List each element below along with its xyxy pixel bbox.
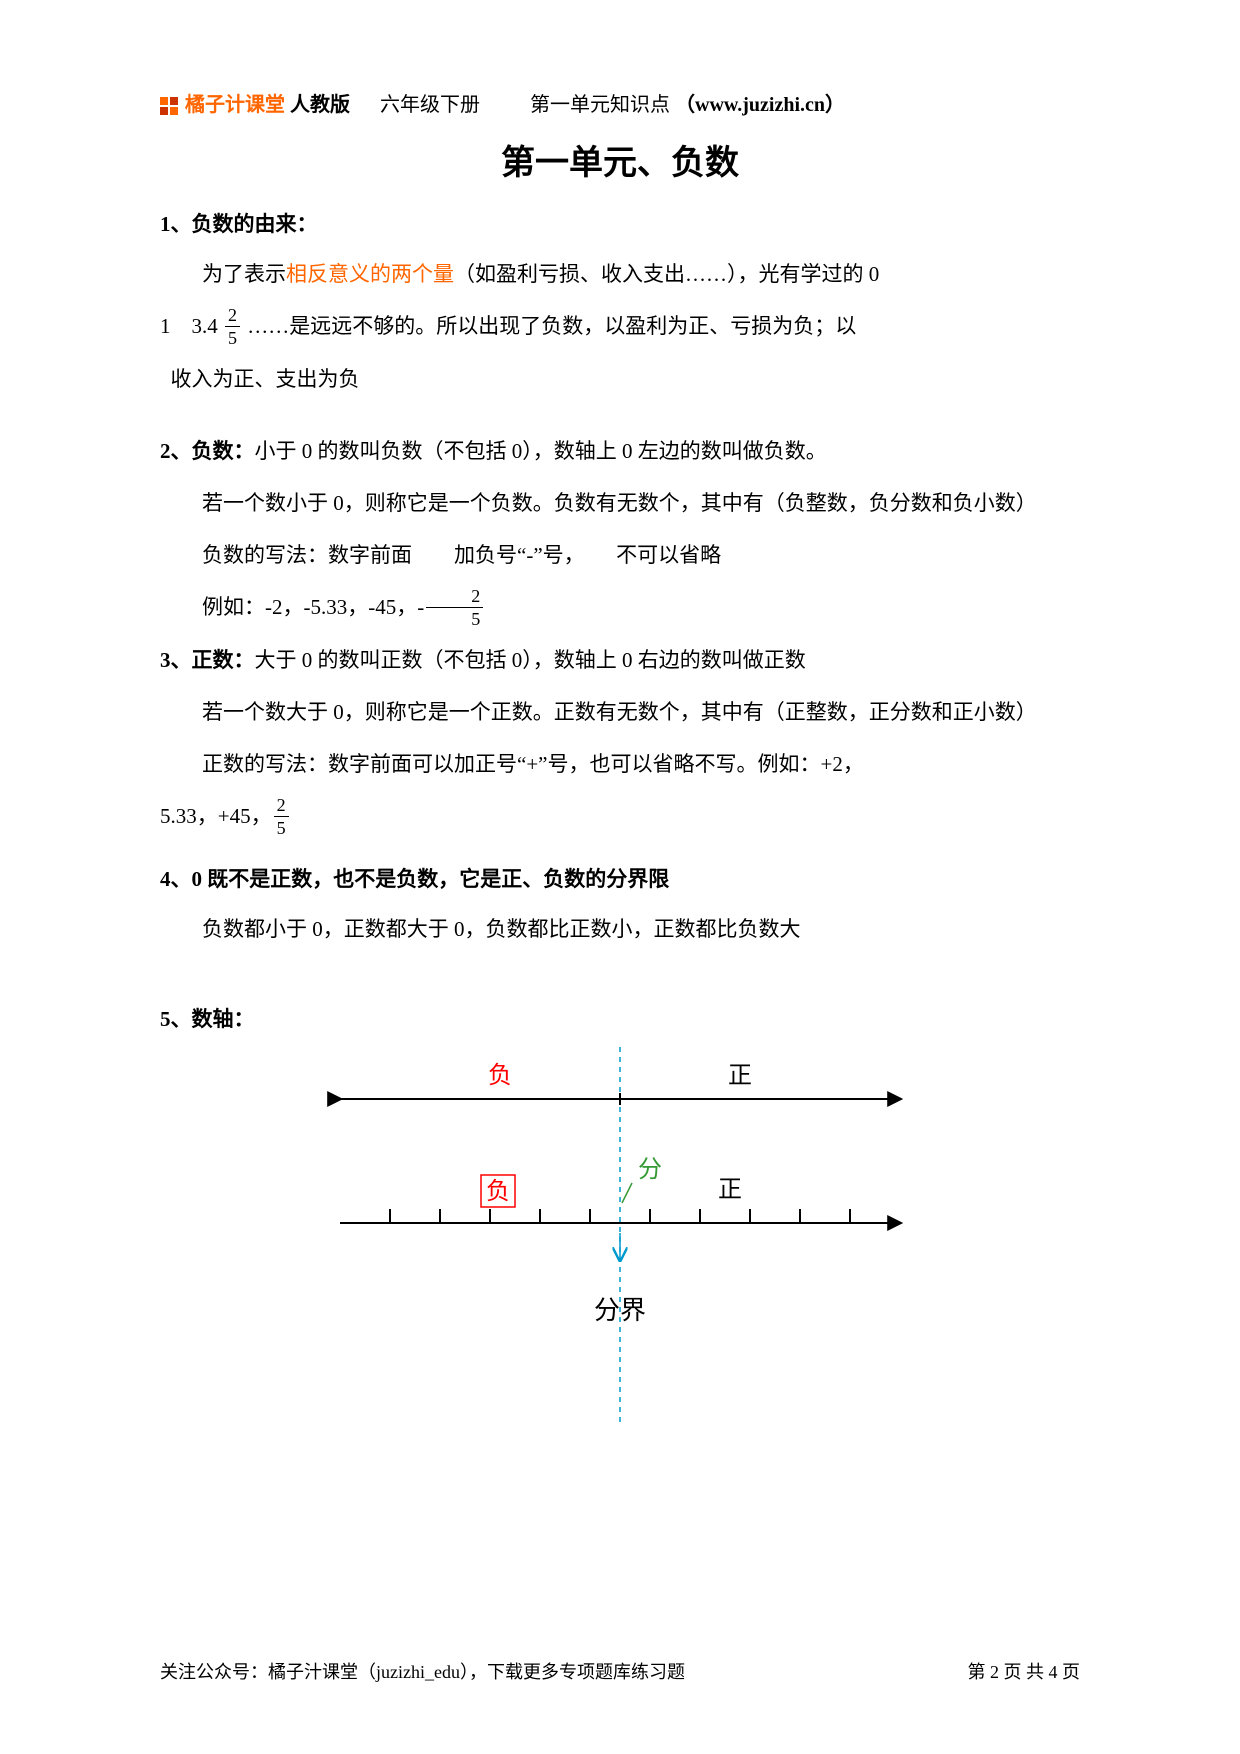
- page-title: 第一单元、负数: [160, 135, 1080, 184]
- section-2-p2: 负数的写法：数字前面 加负号“-”号， 不可以省略: [160, 533, 1080, 577]
- s1-p1-highlight: 相反意义的两个量: [286, 262, 454, 286]
- section-4-head: 4、0 既不是正数，也不是负数，它是正、负数的分界限: [160, 863, 1080, 893]
- section-2-p1: 若一个数小于 0，则称它是一个负数。负数有无数个，其中有（负整数，负分数和负小数…: [160, 481, 1080, 525]
- section-1-p3: 收入为正、支出为负: [160, 357, 1080, 401]
- section-3-head: 3、正数：: [160, 648, 255, 672]
- section-5-head: 5、数轴：: [160, 1003, 1080, 1033]
- section-4-p1: 负数都小于 0，正数都大于 0，负数都比正数小，正数都比负数大: [160, 907, 1080, 951]
- site-url: （www.juzizhi.cn）: [675, 94, 845, 116]
- s2-ex-pre: 例如：-2，-5.33，-45，-: [202, 595, 424, 619]
- s1-p1-pre: 为了表示: [202, 262, 286, 286]
- section-3-headline: 3、正数：大于 0 的数叫正数（不包括 0），数轴上 0 右边的数叫做正数: [160, 638, 1080, 682]
- footer-right: 第 2 页 共 4 页: [968, 1658, 1081, 1684]
- logo-icon: [160, 97, 178, 115]
- section-2-head: 2、负数：: [160, 439, 255, 463]
- s3-ex-pre: 5.33，+45，: [160, 804, 272, 828]
- svg-text:分界: 分界: [594, 1296, 646, 1325]
- svg-text:分: 分: [638, 1156, 662, 1183]
- brand-name: 橘子计课堂: [185, 94, 285, 116]
- page-footer: 关注公众号：橘子汁课堂（juzizhi_edu），下载更多专项题库练习题 第 2…: [160, 1658, 1080, 1684]
- fraction-2-5: 25: [225, 306, 240, 347]
- section-1-head: 1、负数的由来：: [160, 208, 1080, 238]
- section-3-example: 5.33，+45，25: [160, 794, 1080, 839]
- edition: 人教版: [290, 94, 350, 116]
- s1-p1-post: （如盈利亏损、收入支出……），光有学过的 0: [454, 262, 879, 286]
- svg-text:负: 负: [488, 1062, 512, 1089]
- section-2-example: 例如：-2，-5.33，-45，-25: [160, 585, 1080, 630]
- fraction-neg-2-5: 25: [426, 587, 483, 628]
- svg-text:负: 负: [486, 1178, 510, 1205]
- s1-p2-post: ……是远远不够的。所以出现了负数，以盈利为正、亏损为负；以: [242, 314, 856, 338]
- section-1-p1: 为了表示相反意义的两个量（如盈利亏损、收入支出……），光有学过的 0: [160, 252, 1080, 296]
- section-3-p2: 正数的写法：数字前面可以加正号“+”号，也可以省略不写。例如：+2，: [160, 742, 1080, 786]
- svg-text:正: 正: [728, 1063, 752, 1089]
- s1-p2-pre: 1 3.4: [160, 314, 223, 338]
- section-3-p1: 若一个数大于 0，则称它是一个正数。正数有无数个，其中有（正整数，正分数和正小数…: [160, 690, 1080, 734]
- section-1-p2: 1 3.4 25 ……是远远不够的。所以出现了负数，以盈利为正、亏损为负；以: [160, 304, 1080, 349]
- s3-head-tail: 大于 0 的数叫正数（不包括 0），数轴上 0 右边的数叫做正数: [255, 648, 806, 672]
- s2-head-tail: 小于 0 的数叫负数（不包括 0），数轴上 0 左边的数叫做负数。: [255, 439, 827, 463]
- svg-text:正: 正: [718, 1177, 742, 1203]
- number-line-diagram: 负正负正分分界: [270, 1047, 970, 1432]
- page-header: 橘子计课堂 人教版 六年级下册 第一单元知识点 （www.juzizhi.cn）: [160, 88, 1080, 117]
- footer-left: 关注公众号：橘子汁课堂（juzizhi_edu），下载更多专项题库练习题: [160, 1658, 685, 1684]
- section-2-headline: 2、负数：小于 0 的数叫负数（不包括 0），数轴上 0 左边的数叫做负数。: [160, 429, 1080, 473]
- grade: 六年级下册: [380, 94, 480, 116]
- unit-label: 第一单元知识点: [530, 94, 670, 116]
- fraction-pos-2-5: 25: [274, 796, 289, 837]
